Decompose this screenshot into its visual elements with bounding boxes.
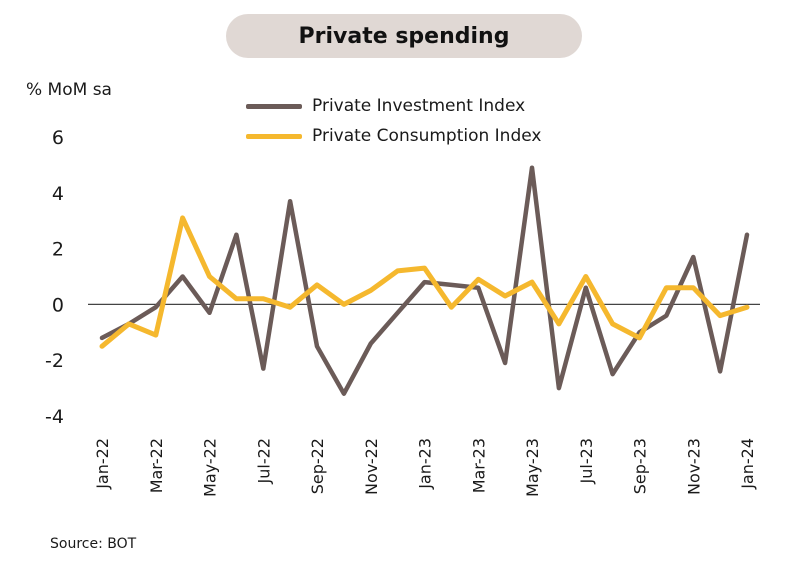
legend-swatch-consumption <box>246 133 302 139</box>
y-tick-label: 6 <box>52 127 64 149</box>
legend-item-consumption: Private Consumption Index <box>246 126 541 146</box>
legend-label-investment: Private Investment Index <box>312 96 526 116</box>
y-tick-label: 2 <box>52 239 64 261</box>
x-tick-label: Sep-22 <box>308 438 327 494</box>
series-line-consumption <box>99 215 750 349</box>
x-tick-label: Jan-22 <box>93 438 112 490</box>
x-tick-label: Mar-23 <box>469 438 488 493</box>
y-tick-label: -2 <box>45 350 64 372</box>
x-tick-label: Mar-22 <box>147 438 166 493</box>
x-tick-label: Jul-22 <box>254 438 273 484</box>
x-tick-label: Nov-23 <box>684 438 703 495</box>
x-tick-label: Nov-22 <box>362 438 381 495</box>
legend-label-consumption: Private Consumption Index <box>312 126 542 146</box>
x-tick-label: Sep-23 <box>631 438 650 494</box>
y-tick-label: -4 <box>45 406 64 428</box>
legend-swatch-investment <box>246 103 302 109</box>
x-tick-label: May-22 <box>201 438 220 497</box>
y-tick-label: 4 <box>52 183 64 205</box>
x-tick-label: Jan-23 <box>416 438 435 490</box>
source-note: Source: BOT <box>50 536 137 552</box>
series-line-investment <box>99 165 750 396</box>
x-tick-label: Jul-23 <box>577 438 596 484</box>
x-tick-label: Jan-24 <box>738 438 757 490</box>
y-tick-label: 0 <box>52 294 64 316</box>
legend-item-investment: Private Investment Index <box>246 96 525 116</box>
y-axis-unit-label: % MoM sa <box>26 80 112 100</box>
x-tick-label: May-23 <box>523 438 542 497</box>
chart-title: Private spending <box>226 14 582 58</box>
